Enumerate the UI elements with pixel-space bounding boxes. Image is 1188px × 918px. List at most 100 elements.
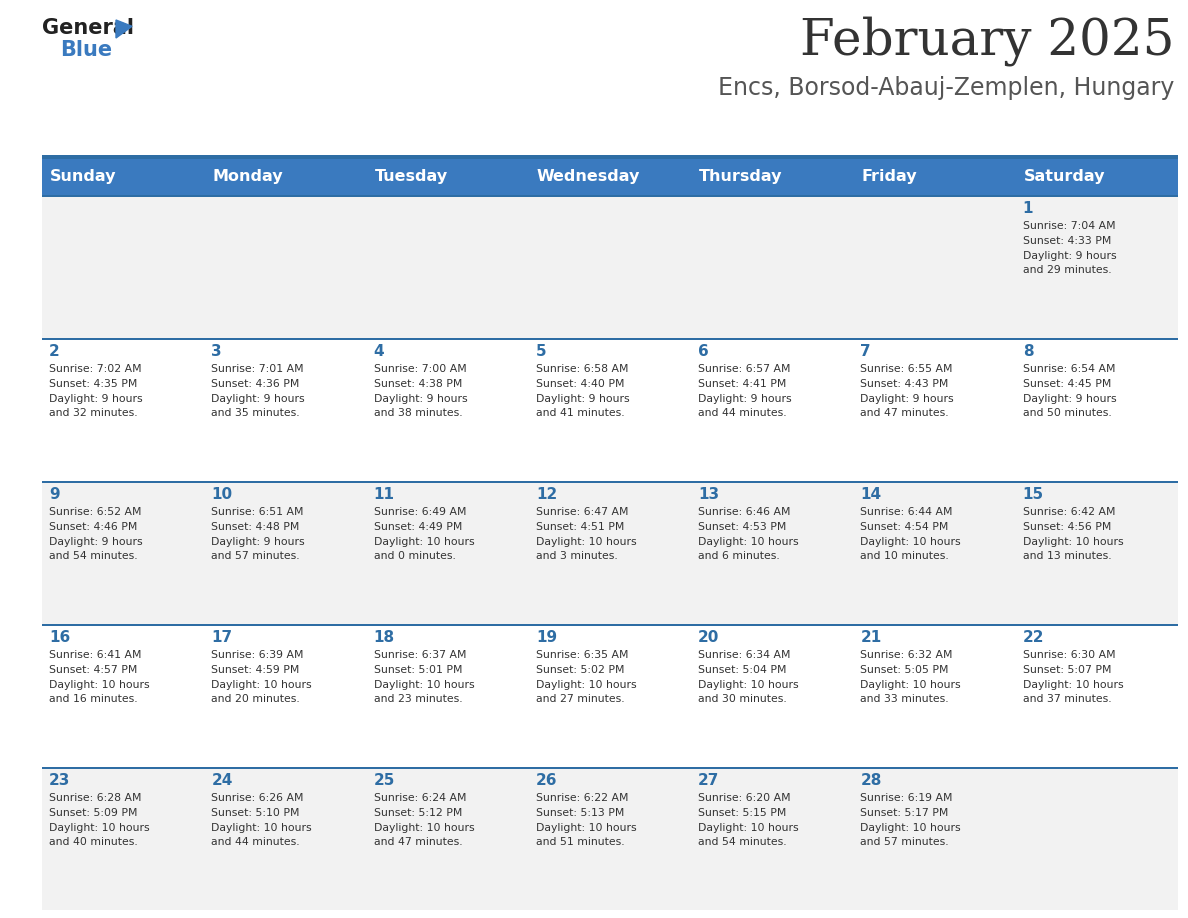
Bar xyxy=(42,767,204,910)
Text: Sunrise: 6:26 AM
Sunset: 5:10 PM
Daylight: 10 hours
and 44 minutes.: Sunrise: 6:26 AM Sunset: 5:10 PM Dayligh… xyxy=(211,793,312,847)
Text: Sunrise: 6:41 AM
Sunset: 4:57 PM
Daylight: 10 hours
and 16 minutes.: Sunrise: 6:41 AM Sunset: 4:57 PM Dayligh… xyxy=(49,650,150,704)
Text: Sunrise: 6:30 AM
Sunset: 5:07 PM
Daylight: 10 hours
and 37 minutes.: Sunrise: 6:30 AM Sunset: 5:07 PM Dayligh… xyxy=(1023,650,1124,704)
Text: Sunrise: 6:52 AM
Sunset: 4:46 PM
Daylight: 9 hours
and 54 minutes.: Sunrise: 6:52 AM Sunset: 4:46 PM Dayligh… xyxy=(49,507,143,562)
Text: 6: 6 xyxy=(699,344,709,359)
Text: Sunrise: 6:35 AM
Sunset: 5:02 PM
Daylight: 10 hours
and 27 minutes.: Sunrise: 6:35 AM Sunset: 5:02 PM Dayligh… xyxy=(536,650,637,704)
Text: Saturday: Saturday xyxy=(1024,169,1105,184)
Bar xyxy=(853,481,1016,624)
Text: Sunrise: 6:57 AM
Sunset: 4:41 PM
Daylight: 9 hours
and 44 minutes.: Sunrise: 6:57 AM Sunset: 4:41 PM Dayligh… xyxy=(699,364,791,419)
Bar xyxy=(853,157,1016,195)
Bar xyxy=(42,623,1178,626)
Bar xyxy=(529,195,691,338)
Text: Friday: Friday xyxy=(861,169,917,184)
Bar xyxy=(204,195,367,338)
Text: 19: 19 xyxy=(536,630,557,645)
Text: 8: 8 xyxy=(1023,344,1034,359)
Text: Sunrise: 6:32 AM
Sunset: 5:05 PM
Daylight: 10 hours
and 33 minutes.: Sunrise: 6:32 AM Sunset: 5:05 PM Dayligh… xyxy=(860,650,961,704)
Text: 1: 1 xyxy=(1023,201,1034,216)
Text: 5: 5 xyxy=(536,344,546,359)
Bar xyxy=(1016,157,1178,195)
Text: Sunrise: 6:42 AM
Sunset: 4:56 PM
Daylight: 10 hours
and 13 minutes.: Sunrise: 6:42 AM Sunset: 4:56 PM Dayligh… xyxy=(1023,507,1124,562)
Text: 26: 26 xyxy=(536,773,557,788)
Bar xyxy=(42,624,204,767)
Bar xyxy=(1016,195,1178,338)
Text: 11: 11 xyxy=(373,487,394,502)
Text: 17: 17 xyxy=(211,630,233,645)
Bar xyxy=(691,481,853,624)
Text: Thursday: Thursday xyxy=(700,169,783,184)
Text: Sunrise: 7:00 AM
Sunset: 4:38 PM
Daylight: 9 hours
and 38 minutes.: Sunrise: 7:00 AM Sunset: 4:38 PM Dayligh… xyxy=(373,364,467,419)
Text: 27: 27 xyxy=(699,773,720,788)
Bar xyxy=(42,338,204,481)
Text: 24: 24 xyxy=(211,773,233,788)
Text: Tuesday: Tuesday xyxy=(374,169,448,184)
Text: Sunrise: 6:51 AM
Sunset: 4:48 PM
Daylight: 9 hours
and 57 minutes.: Sunrise: 6:51 AM Sunset: 4:48 PM Dayligh… xyxy=(211,507,305,562)
Bar xyxy=(691,624,853,767)
Text: Sunrise: 6:55 AM
Sunset: 4:43 PM
Daylight: 9 hours
and 47 minutes.: Sunrise: 6:55 AM Sunset: 4:43 PM Dayligh… xyxy=(860,364,954,419)
Polygon shape xyxy=(116,20,132,38)
Bar xyxy=(1016,624,1178,767)
Bar xyxy=(691,338,853,481)
Text: 18: 18 xyxy=(373,630,394,645)
Text: February 2025: February 2025 xyxy=(800,16,1174,66)
Text: 15: 15 xyxy=(1023,487,1044,502)
Text: 7: 7 xyxy=(860,344,871,359)
Text: Sunrise: 6:49 AM
Sunset: 4:49 PM
Daylight: 10 hours
and 0 minutes.: Sunrise: 6:49 AM Sunset: 4:49 PM Dayligh… xyxy=(373,507,474,562)
Text: 12: 12 xyxy=(536,487,557,502)
Text: Sunrise: 7:02 AM
Sunset: 4:35 PM
Daylight: 9 hours
and 32 minutes.: Sunrise: 7:02 AM Sunset: 4:35 PM Dayligh… xyxy=(49,364,143,419)
Bar xyxy=(529,338,691,481)
Text: Sunrise: 6:58 AM
Sunset: 4:40 PM
Daylight: 9 hours
and 41 minutes.: Sunrise: 6:58 AM Sunset: 4:40 PM Dayligh… xyxy=(536,364,630,419)
Bar xyxy=(204,157,367,195)
Text: Sunrise: 6:44 AM
Sunset: 4:54 PM
Daylight: 10 hours
and 10 minutes.: Sunrise: 6:44 AM Sunset: 4:54 PM Dayligh… xyxy=(860,507,961,562)
Bar xyxy=(367,157,529,195)
Text: Sunrise: 6:20 AM
Sunset: 5:15 PM
Daylight: 10 hours
and 54 minutes.: Sunrise: 6:20 AM Sunset: 5:15 PM Dayligh… xyxy=(699,793,798,847)
Text: Sunrise: 6:39 AM
Sunset: 4:59 PM
Daylight: 10 hours
and 20 minutes.: Sunrise: 6:39 AM Sunset: 4:59 PM Dayligh… xyxy=(211,650,312,704)
Bar xyxy=(42,155,1178,159)
Bar xyxy=(853,767,1016,910)
Text: Blue: Blue xyxy=(61,40,112,60)
Text: 4: 4 xyxy=(373,344,384,359)
Text: Sunrise: 6:46 AM
Sunset: 4:53 PM
Daylight: 10 hours
and 6 minutes.: Sunrise: 6:46 AM Sunset: 4:53 PM Dayligh… xyxy=(699,507,798,562)
Bar xyxy=(1016,767,1178,910)
Text: Monday: Monday xyxy=(213,169,283,184)
Text: Sunrise: 6:22 AM
Sunset: 5:13 PM
Daylight: 10 hours
and 51 minutes.: Sunrise: 6:22 AM Sunset: 5:13 PM Dayligh… xyxy=(536,793,637,847)
Bar xyxy=(367,767,529,910)
Bar xyxy=(42,195,1178,197)
Bar xyxy=(42,157,204,195)
Text: 22: 22 xyxy=(1023,630,1044,645)
Text: 25: 25 xyxy=(373,773,394,788)
Bar xyxy=(529,157,691,195)
Bar xyxy=(853,624,1016,767)
Bar xyxy=(529,767,691,910)
Text: Sunrise: 7:04 AM
Sunset: 4:33 PM
Daylight: 9 hours
and 29 minutes.: Sunrise: 7:04 AM Sunset: 4:33 PM Dayligh… xyxy=(1023,221,1117,275)
Text: Sunrise: 6:34 AM
Sunset: 5:04 PM
Daylight: 10 hours
and 30 minutes.: Sunrise: 6:34 AM Sunset: 5:04 PM Dayligh… xyxy=(699,650,798,704)
Bar xyxy=(529,481,691,624)
Text: Sunrise: 6:19 AM
Sunset: 5:17 PM
Daylight: 10 hours
and 57 minutes.: Sunrise: 6:19 AM Sunset: 5:17 PM Dayligh… xyxy=(860,793,961,847)
Text: 23: 23 xyxy=(49,773,70,788)
Bar xyxy=(691,157,853,195)
Text: 3: 3 xyxy=(211,344,222,359)
Text: 10: 10 xyxy=(211,487,233,502)
Text: Wednesday: Wednesday xyxy=(537,169,640,184)
Bar xyxy=(42,481,204,624)
Bar xyxy=(691,767,853,910)
Text: 28: 28 xyxy=(860,773,881,788)
Text: 20: 20 xyxy=(699,630,720,645)
Bar xyxy=(42,338,1178,340)
Bar xyxy=(367,338,529,481)
Bar xyxy=(1016,481,1178,624)
Bar xyxy=(42,767,1178,769)
Text: Sunday: Sunday xyxy=(50,169,116,184)
Bar xyxy=(853,338,1016,481)
Text: General: General xyxy=(42,18,134,38)
Text: 9: 9 xyxy=(49,487,59,502)
Text: 21: 21 xyxy=(860,630,881,645)
Text: Sunrise: 6:24 AM
Sunset: 5:12 PM
Daylight: 10 hours
and 47 minutes.: Sunrise: 6:24 AM Sunset: 5:12 PM Dayligh… xyxy=(373,793,474,847)
Text: Sunrise: 6:47 AM
Sunset: 4:51 PM
Daylight: 10 hours
and 3 minutes.: Sunrise: 6:47 AM Sunset: 4:51 PM Dayligh… xyxy=(536,507,637,562)
Bar xyxy=(204,338,367,481)
Text: Sunrise: 7:01 AM
Sunset: 4:36 PM
Daylight: 9 hours
and 35 minutes.: Sunrise: 7:01 AM Sunset: 4:36 PM Dayligh… xyxy=(211,364,305,419)
Bar xyxy=(42,195,204,338)
Bar xyxy=(204,624,367,767)
Text: 16: 16 xyxy=(49,630,70,645)
Text: 2: 2 xyxy=(49,344,59,359)
